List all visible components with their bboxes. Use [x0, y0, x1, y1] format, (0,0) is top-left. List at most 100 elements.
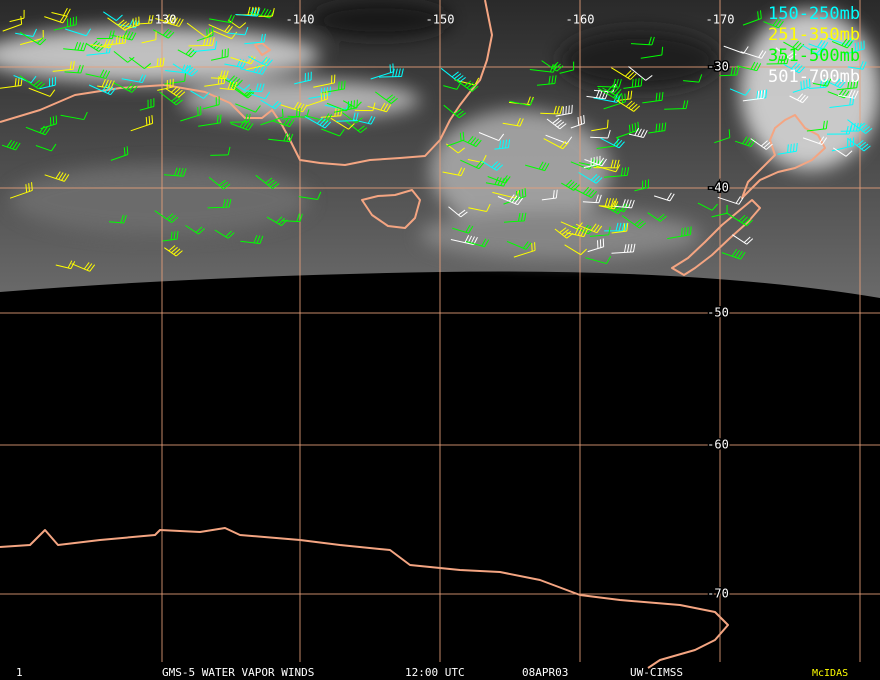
- barb-tick: [172, 78, 174, 88]
- barb-tick: [525, 242, 532, 250]
- barb-tick: [104, 85, 111, 93]
- barb-tick: [289, 119, 295, 127]
- barb-tick: [164, 14, 170, 22]
- barb-tick: [735, 196, 741, 204]
- barb-tick: [580, 248, 587, 256]
- barb-tick: [628, 124, 631, 134]
- barb-shaft: [729, 88, 746, 96]
- wind-barb: [543, 138, 569, 150]
- barb-tick: [225, 199, 229, 208]
- barb-tick: [621, 222, 625, 231]
- wind-barb: [729, 88, 751, 96]
- wind-barb: [573, 186, 598, 198]
- wind-barb: [239, 64, 267, 75]
- wind-barb: [65, 28, 92, 37]
- barb-tick: [730, 67, 734, 76]
- barb-tick: [220, 181, 229, 188]
- wind-barb: [808, 39, 829, 50]
- barb-shaft: [163, 174, 184, 177]
- barb-tick: [274, 102, 282, 110]
- barb-tick: [299, 213, 303, 222]
- wind-barb: [611, 243, 636, 254]
- barb-tick: [350, 100, 353, 110]
- barb-tick: [275, 216, 283, 223]
- barb-tick: [90, 40, 98, 47]
- barb-tick: [825, 120, 828, 129]
- barb-tick: [628, 199, 632, 208]
- barb-tick: [796, 93, 804, 101]
- wind-barb: [591, 119, 609, 132]
- barb-shaft: [235, 103, 256, 113]
- wind-barb: [63, 41, 88, 52]
- barb-shaft: [721, 252, 741, 260]
- barb-tick: [353, 100, 355, 109]
- barb-tick: [559, 227, 567, 234]
- barb-tick: [630, 90, 633, 99]
- barb-tick: [608, 226, 611, 235]
- barb-tick: [253, 7, 258, 17]
- wind-barb: [219, 81, 238, 91]
- barb-shaft: [130, 122, 153, 132]
- wind-barb: [107, 17, 132, 31]
- wind-barb: [250, 91, 271, 100]
- wind-barb: [258, 7, 275, 17]
- wind-barb: [506, 240, 532, 250]
- barb-tick: [469, 84, 477, 91]
- barb-tick: [255, 105, 261, 113]
- barb-tick: [626, 167, 630, 176]
- wind-barb: [697, 202, 718, 211]
- barb-shaft: [630, 43, 652, 46]
- barb-shaft: [616, 100, 634, 112]
- barb-shaft: [487, 176, 506, 184]
- barb-tick: [322, 120, 329, 127]
- barb-tick: [630, 73, 637, 80]
- barb-tick: [504, 139, 508, 148]
- barb-tick: [236, 79, 243, 87]
- barb-tick: [227, 232, 235, 239]
- barb-tick: [610, 198, 615, 207]
- barb-tick: [743, 46, 749, 54]
- barb-tick: [798, 66, 806, 74]
- wind-barb: [628, 66, 653, 81]
- wind-barb: [640, 46, 664, 59]
- barb-tick: [219, 114, 222, 123]
- barb-tick: [862, 61, 867, 70]
- barb-tick: [746, 238, 754, 245]
- wind-barb: [616, 90, 633, 102]
- wind-barb: [165, 86, 186, 98]
- latitude-label: -50: [707, 306, 729, 320]
- barb-tick: [211, 37, 215, 46]
- barb-tick: [256, 8, 261, 17]
- legend-entry: 251-350mb: [768, 25, 860, 45]
- barb-shaft: [789, 95, 803, 104]
- barb-tick: [625, 199, 629, 208]
- barb-tick: [224, 48, 226, 58]
- barb-tick: [601, 158, 607, 167]
- barb-tick: [565, 105, 567, 115]
- wind-barb: [602, 84, 622, 96]
- wind-barb: [554, 227, 574, 239]
- barb-tick: [762, 89, 765, 99]
- barb-tick: [551, 75, 554, 84]
- barb-shaft: [711, 212, 728, 218]
- barb-tick: [475, 139, 482, 147]
- barb-tick: [456, 75, 464, 81]
- wind-barb: [621, 215, 647, 229]
- barb-shaft: [375, 91, 392, 104]
- barb-tick: [731, 248, 738, 257]
- wind-barb: [210, 146, 231, 156]
- barb-tick: [6, 139, 13, 148]
- barb-tick: [612, 204, 619, 212]
- barb-tick: [256, 235, 261, 244]
- barb-shaft: [192, 48, 216, 53]
- barb-tick: [856, 79, 859, 88]
- barb-tick: [819, 41, 826, 49]
- barb-tick: [380, 102, 386, 111]
- barb-tick: [49, 117, 52, 126]
- barb-shaft: [750, 138, 767, 150]
- barb-tick: [108, 30, 112, 39]
- wind-barb: [648, 122, 667, 134]
- barb-tick: [153, 98, 155, 107]
- barb-tick: [566, 136, 573, 144]
- wind-barb: [96, 30, 115, 39]
